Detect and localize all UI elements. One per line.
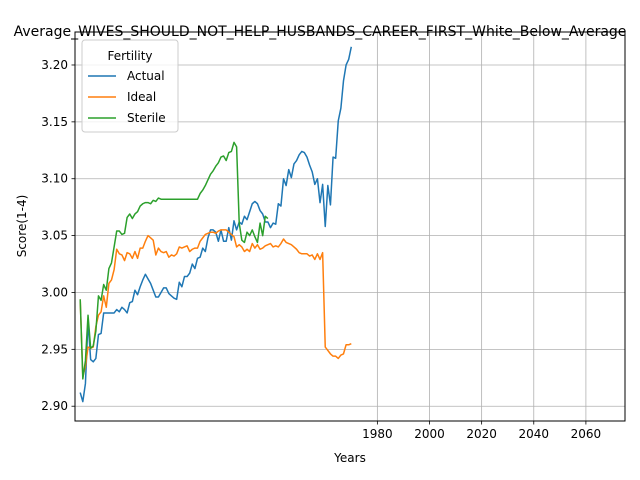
grid-lines <box>75 32 625 421</box>
x-tick-label: 2000 <box>414 427 445 441</box>
legend-label-actual: Actual <box>127 69 165 83</box>
y-tick-label: 2.95 <box>41 342 68 356</box>
y-axis-ticks: 2.90 2.95 3.00 3.05 3.10 3.15 3.20 <box>41 58 75 413</box>
y-tick-label: 3.05 <box>41 229 68 243</box>
series-lines <box>79 46 353 403</box>
series-line-actual <box>79 46 353 403</box>
y-axis-label: Score(1-4) <box>15 195 29 258</box>
x-axis-label: Years <box>333 451 366 465</box>
y-tick-label: 2.90 <box>41 399 68 413</box>
x-tick-label: 2060 <box>571 427 602 441</box>
legend-label-ideal: Ideal <box>127 90 156 104</box>
y-tick-label: 3.15 <box>41 115 68 129</box>
x-axis-ticks: 1980 2000 2020 2040 2060 <box>362 421 601 441</box>
y-tick-label: 3.10 <box>41 172 68 186</box>
legend-title: Fertility <box>107 49 152 63</box>
y-tick-label: 3.20 <box>41 58 68 72</box>
legend-entries: Actual Ideal Sterile <box>88 69 166 125</box>
y-tick-label: 3.00 <box>41 285 68 299</box>
x-tick-label: 1980 <box>362 427 393 441</box>
legend: Fertility Actual Ideal Sterile <box>81 39 179 133</box>
chart-title: Average_WIVES_SHOULD_NOT_HELP_HUSBANDS_C… <box>14 24 627 40</box>
x-tick-label: 2020 <box>466 427 497 441</box>
series-line-sterile <box>79 141 269 380</box>
legend-box <box>81 39 179 133</box>
plot-frame <box>74 31 626 422</box>
series-line-ideal <box>79 229 352 378</box>
x-tick-label: 2040 <box>518 427 549 441</box>
legend-label-sterile: Sterile <box>127 111 166 125</box>
